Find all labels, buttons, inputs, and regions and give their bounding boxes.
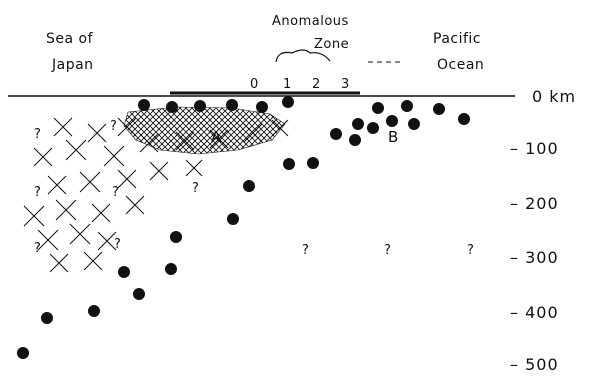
label-ocean: Ocean (437, 57, 485, 73)
scale-mark-2: 2 (312, 77, 321, 92)
hypocenter (17, 347, 29, 359)
unknown-marker: ? (34, 241, 42, 256)
hypocenter (166, 101, 178, 113)
hypocenter (226, 99, 238, 111)
hypocenter (118, 266, 130, 278)
hypocenter (283, 158, 295, 170)
hypocenter (367, 122, 379, 134)
hypocenter (330, 128, 342, 140)
zone-bracket (275, 49, 331, 63)
depth-tick-100: – 100 (510, 139, 559, 158)
hypocenter (256, 101, 268, 113)
x-marks (23, 117, 289, 273)
unknown-marker: ? (110, 119, 118, 134)
hypocenter (352, 118, 364, 130)
label-region-a: A (211, 128, 222, 146)
hypocenter (133, 288, 145, 300)
hypocenters (17, 96, 470, 359)
scale-mark-3: 3 (341, 77, 350, 92)
scale-mark-0: 0 (250, 77, 259, 92)
hypocenter (194, 100, 206, 112)
region-a-crosshatch (123, 106, 286, 155)
hypocenter (372, 102, 384, 114)
hypocenter (386, 115, 398, 127)
depth-tick-300: – 300 (510, 248, 559, 267)
unknown-marker: ? (302, 243, 310, 258)
unknown-marker: ? (34, 127, 42, 142)
unknown-marker: ? (384, 243, 392, 258)
scale-mark-1: 1 (283, 77, 292, 92)
label-region-b: B (388, 128, 399, 146)
depth-tick-500: – 500 (510, 355, 559, 374)
hypocenter (458, 113, 470, 125)
label-japan: Japan (52, 57, 94, 73)
hypocenter (282, 96, 294, 108)
hypocenter (349, 134, 361, 146)
unknown-marker: ? (112, 185, 120, 200)
depth-tick-200: – 200 (510, 194, 559, 213)
hypocenter (433, 103, 445, 115)
hypocenter (165, 263, 177, 275)
label-pacific: Pacific (433, 31, 481, 47)
label-anomalous: Anomalous (272, 14, 349, 29)
hypocenter (170, 231, 182, 243)
hypocenter (307, 157, 319, 169)
hypocenter (41, 312, 53, 324)
label-zone: Zone (314, 37, 350, 52)
hypocenter (243, 180, 255, 192)
unknown-marker: ? (114, 237, 122, 252)
depth-tick-0: 0 km (532, 87, 577, 106)
unknown-marker: ? (467, 243, 475, 258)
hypocenter (138, 99, 150, 111)
hypocenter (408, 118, 420, 130)
unknown-marker: ? (34, 185, 42, 200)
hypocenter (227, 213, 239, 225)
label-sea-of: Sea of (46, 31, 94, 47)
unknown-marker: ? (192, 181, 200, 196)
hypocenter (88, 305, 100, 317)
depth-tick-400: – 400 (510, 303, 559, 322)
hypocenter (401, 100, 413, 112)
